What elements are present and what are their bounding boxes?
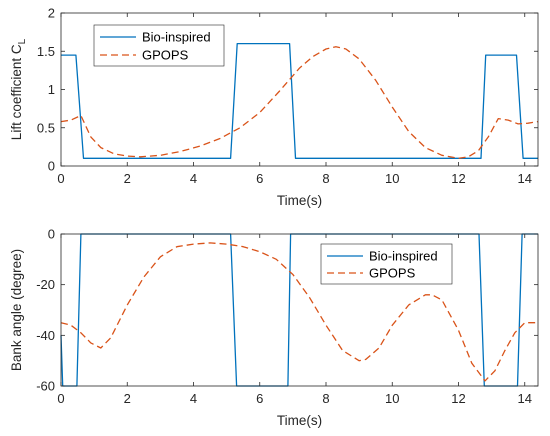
top-series-bio-inspired-line [61,42,538,159]
bottom-series [60,233,538,387]
top-xtick-label: 2 [124,171,131,186]
top-ytick-label: 2 [48,6,55,21]
plot-frame-bottom [60,233,539,387]
top-legend-label-bio: Bio-inspired [142,30,211,45]
bottom-y-axis-label: Bank angle (degree) [9,249,24,371]
bottom-xtick-label: 0 [57,391,64,406]
bottom-ticks: 0 2 4 6 8 10 12 14 -60 -40 -20 0 [36,227,538,406]
bottom-legend-box [320,243,453,285]
bottom-x-axis-label: Time(s) [277,413,322,428]
top-xtick-label: 6 [256,171,263,186]
top-xtick-label: 12 [451,171,465,186]
top-series-gpops-line [60,46,539,159]
top-xtick-label: 10 [385,171,399,186]
top-ytick-label: 1.5 [37,44,55,59]
top-y-axis-label-main: Lift coefficient C [9,44,24,140]
top-ytick-label: 0.5 [37,120,55,135]
bottom-xtick-label: 6 [256,391,263,406]
bottom-ytick-label: 0 [48,227,55,242]
bottom-series-gpops-line [60,242,538,382]
top-ytick-label: 1 [48,82,55,97]
bottom-xtick-label: 8 [322,391,329,406]
plot-area-bottom [61,234,538,386]
chart-bottom: 0 2 4 6 8 10 12 14 -60 -40 -20 0 Time(s) Bank angle… [9,227,539,428]
bottom-xtick-label: 10 [385,391,399,406]
bottom-xtick-label: 2 [124,391,131,406]
bottom-ytick-label: -60 [36,379,55,394]
top-x-axis-label: Time(s) [277,193,322,208]
top-series [60,42,539,159]
bottom-xtick-label: 14 [518,391,532,406]
chart-top: 0 2 4 6 8 10 12 14 0 0.5 1 1.5 2 Time(s) Lift coeffi… [9,6,539,208]
top-legend-box [93,24,225,67]
bottom-legend: Bio-inspired GPOPS [320,243,453,285]
top-y-axis-label: Lift coefficient CL [9,38,28,140]
top-legend: Bio-inspired GPOPS [93,24,225,67]
top-xtick-label: 14 [518,171,532,186]
bottom-ytick-label: -40 [36,328,55,343]
top-ytick-label: 0 [48,159,55,174]
bottom-series-bio-inspired-line [60,233,538,387]
top-xtick-label: 0 [57,171,64,186]
top-xtick-label: 4 [190,171,197,186]
bottom-legend-label-bio: Bio-inspired [369,249,438,264]
top-legend-label-gpops: GPOPS [142,48,189,63]
bottom-legend-label-gpops: GPOPS [369,266,416,281]
bottom-ytick-label: -20 [36,277,55,292]
top-y-axis-label-subscript: L [17,38,28,44]
bottom-xtick-label: 12 [451,391,465,406]
top-xtick-label: 8 [322,171,329,186]
bottom-xtick-label: 4 [190,391,197,406]
top-ticks: 0 2 4 6 8 10 12 14 0 0.5 1 1.5 2 [37,6,538,186]
